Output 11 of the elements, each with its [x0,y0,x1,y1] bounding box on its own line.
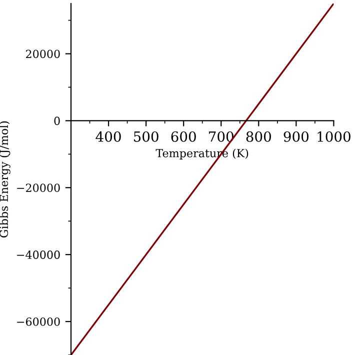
y-tick-label: 0 [54,116,60,126]
y-tick-label: −20000 [17,184,60,192]
y-tick-label: −40000 [17,250,60,259]
x-tick-label: 800 [246,131,271,142]
x-tick-label: 400 [96,131,121,142]
x-tick-label: 900 [284,131,309,142]
x-tick-label: 500 [134,131,158,142]
x-tick-label: 1000 [318,131,350,142]
y-tick-label: 20000 [26,50,60,58]
y-tick-label: −60000 [17,318,60,326]
x-tick-label: 600 [171,131,196,142]
